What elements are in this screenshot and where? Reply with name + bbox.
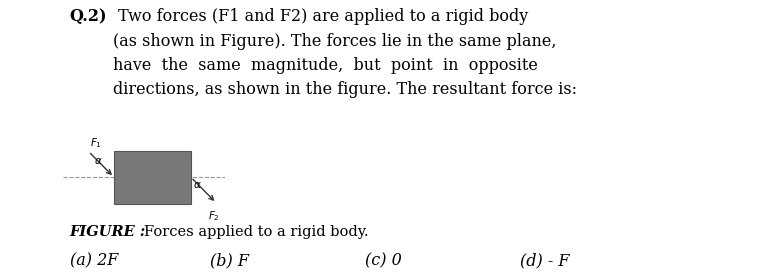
Text: Forces applied to a rigid body.: Forces applied to a rigid body.	[144, 225, 369, 239]
Text: (a) 2F: (a) 2F	[70, 252, 118, 269]
Text: FIGURE :: FIGURE :	[70, 225, 151, 239]
Text: (d) - F: (d) - F	[520, 252, 570, 269]
Text: Q.2): Q.2)	[70, 8, 107, 25]
Text: $\alpha$: $\alpha$	[192, 180, 201, 190]
Text: Two forces (F1 and F2) are applied to a rigid body
(as shown in Figure). The for: Two forces (F1 and F2) are applied to a …	[113, 8, 577, 98]
Text: $F_1$: $F_1$	[90, 136, 102, 150]
Text: (c) 0: (c) 0	[365, 252, 401, 269]
Bar	[114, 151, 191, 204]
Text: $F_2$: $F_2$	[208, 209, 220, 223]
Text: $\alpha$: $\alpha$	[95, 155, 103, 165]
Text: (b) F: (b) F	[210, 252, 248, 269]
